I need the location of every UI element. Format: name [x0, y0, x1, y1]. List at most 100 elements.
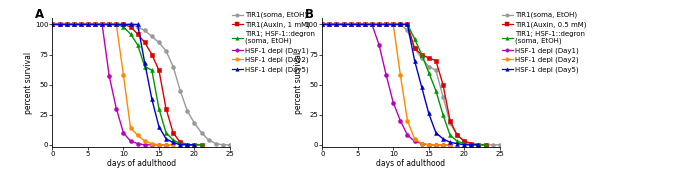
TIR1(soma, EtOH) — [318, 23, 326, 26]
TIR1; HSF-1::degron
(soma, EtOH) — [467, 144, 475, 146]
TIR1(Auxin, 0.5 mM) — [389, 23, 398, 26]
HSF-1 depl (Day5) — [424, 112, 433, 115]
TIR1(Auxin, 0.5 mM) — [467, 142, 475, 145]
Line: HSF-1 depl (Day2): HSF-1 depl (Day2) — [320, 22, 452, 147]
TIR1; HSF-1::degron
(soma, EtOH) — [140, 66, 149, 68]
TIR1(soma, EtOH) — [475, 144, 483, 146]
HSF-1 depl (Day5) — [105, 23, 113, 26]
Line: TIR1; HSF-1::degron
(soma, EtOH): TIR1; HSF-1::degron (soma, EtOH) — [320, 22, 487, 147]
Line: HSF-1 depl (Day1): HSF-1 depl (Day1) — [320, 22, 452, 147]
TIR1; HSF-1::degron
(soma, EtOH) — [147, 69, 156, 71]
HSF-1 depl (Day1) — [147, 144, 156, 146]
HSF-1 depl (Day1) — [134, 142, 142, 145]
HSF-1 depl (Day1) — [340, 23, 348, 26]
HSF-1 depl (Day1) — [368, 23, 376, 26]
HSF-1 depl (Day1) — [439, 144, 447, 146]
HSF-1 depl (Day1) — [62, 23, 71, 26]
HSF-1 depl (Day2) — [340, 23, 348, 26]
TIR1; HSF-1::degron
(soma, EtOH) — [446, 134, 454, 136]
HSF-1 depl (Day5) — [332, 23, 340, 26]
TIR1(soma, EtOH) — [354, 23, 362, 26]
TIR1(Auxin, 1 mM) — [62, 23, 71, 26]
TIR1(soma, EtOH) — [396, 23, 405, 26]
HSF-1 depl (Day2) — [140, 140, 149, 142]
HSF-1 depl (Day2) — [134, 134, 142, 136]
TIR1; HSF-1::degron
(soma, EtOH) — [396, 23, 405, 26]
HSF-1 depl (Day2) — [375, 23, 383, 26]
TIR1(Auxin, 1 mM) — [77, 23, 85, 26]
TIR1; HSF-1::degron
(soma, EtOH) — [98, 23, 106, 26]
TIR1; HSF-1::degron
(soma, EtOH) — [340, 23, 348, 26]
TIR1(soma, EtOH) — [183, 110, 192, 112]
HSF-1 depl (Day5) — [190, 144, 199, 146]
TIR1(soma, EtOH) — [77, 23, 85, 26]
TIR1(soma, EtOH) — [489, 144, 497, 146]
TIR1; HSF-1::degron
(soma, EtOH) — [120, 26, 128, 28]
TIR1(soma, EtOH) — [467, 142, 475, 145]
TIR1(Auxin, 1 mM) — [120, 23, 128, 26]
TIR1(soma, EtOH) — [226, 144, 234, 146]
HSF-1 depl (Day5) — [375, 23, 383, 26]
TIR1; HSF-1::degron
(soma, EtOH) — [375, 23, 383, 26]
TIR1(Auxin, 1 mM) — [190, 144, 199, 146]
Line: HSF-1 depl (Day2): HSF-1 depl (Day2) — [50, 22, 175, 147]
TIR1(Auxin, 0.5 mM) — [396, 23, 405, 26]
TIR1(Auxin, 1 mM) — [112, 23, 120, 26]
TIR1; HSF-1::degron
(soma, EtOH) — [368, 23, 376, 26]
HSF-1 depl (Day2) — [424, 144, 433, 146]
HSF-1 depl (Day5) — [169, 141, 178, 144]
TIR1(Auxin, 1 mM) — [197, 144, 206, 146]
TIR1; HSF-1::degron
(soma, EtOH) — [410, 38, 419, 40]
TIR1; HSF-1::degron
(soma, EtOH) — [190, 144, 199, 146]
Y-axis label: percent survival: percent survival — [24, 52, 34, 114]
TIR1(Auxin, 0.5 mM) — [403, 23, 412, 26]
TIR1(soma, EtOH) — [219, 144, 227, 146]
TIR1(soma, EtOH) — [69, 23, 78, 26]
TIR1(soma, EtOH) — [417, 57, 426, 59]
HSF-1 depl (Day2) — [112, 23, 120, 26]
HSF-1 depl (Day5) — [69, 23, 78, 26]
HSF-1 depl (Day5) — [368, 23, 376, 26]
HSF-1 depl (Day2) — [382, 23, 390, 26]
TIR1; HSF-1::degron
(soma, EtOH) — [389, 23, 398, 26]
HSF-1 depl (Day1) — [410, 140, 419, 142]
HSF-1 depl (Day2) — [120, 74, 128, 76]
TIR1(Auxin, 1 mM) — [48, 23, 57, 26]
HSF-1 depl (Day5) — [176, 144, 185, 146]
TIR1(Auxin, 0.5 mM) — [410, 47, 419, 50]
TIR1(Auxin, 1 mM) — [55, 23, 64, 26]
TIR1(Auxin, 0.5 mM) — [375, 23, 383, 26]
TIR1(soma, EtOH) — [389, 23, 398, 26]
TIR1(Auxin, 0.5 mM) — [453, 134, 461, 136]
TIR1(Auxin, 1 mM) — [140, 41, 149, 44]
TIR1(soma, EtOH) — [347, 23, 355, 26]
HSF-1 depl (Day5) — [147, 98, 156, 100]
TIR1(soma, EtOH) — [55, 23, 64, 26]
HSF-1 depl (Day5) — [453, 142, 461, 145]
TIR1(Auxin, 1 mM) — [69, 23, 78, 26]
TIR1(Auxin, 0.5 mM) — [368, 23, 376, 26]
TIR1(soma, EtOH) — [197, 132, 206, 134]
TIR1(soma, EtOH) — [496, 144, 504, 146]
TIR1(Auxin, 1 mM) — [183, 144, 192, 146]
HSF-1 depl (Day1) — [69, 23, 78, 26]
HSF-1 depl (Day1) — [424, 144, 433, 146]
TIR1(Auxin, 1 mM) — [98, 23, 106, 26]
TIR1(soma, EtOH) — [332, 23, 340, 26]
HSF-1 depl (Day5) — [91, 23, 99, 26]
TIR1(soma, EtOH) — [439, 95, 447, 98]
TIR1(soma, EtOH) — [482, 144, 490, 146]
TIR1(Auxin, 0.5 mM) — [482, 144, 490, 146]
HSF-1 depl (Day2) — [396, 74, 405, 76]
HSF-1 depl (Day2) — [439, 144, 447, 146]
HSF-1 depl (Day1) — [318, 23, 326, 26]
TIR1(soma, EtOH) — [176, 90, 185, 92]
TIR1; HSF-1::degron
(soma, EtOH) — [382, 23, 390, 26]
HSF-1 depl (Day1) — [140, 144, 149, 146]
HSF-1 depl (Day5) — [140, 62, 149, 64]
TIR1(soma, EtOH) — [48, 23, 57, 26]
TIR1(soma, EtOH) — [446, 122, 454, 124]
HSF-1 depl (Day5) — [403, 23, 412, 26]
TIR1(Auxin, 0.5 mM) — [446, 120, 454, 122]
HSF-1 depl (Day1) — [389, 102, 398, 104]
